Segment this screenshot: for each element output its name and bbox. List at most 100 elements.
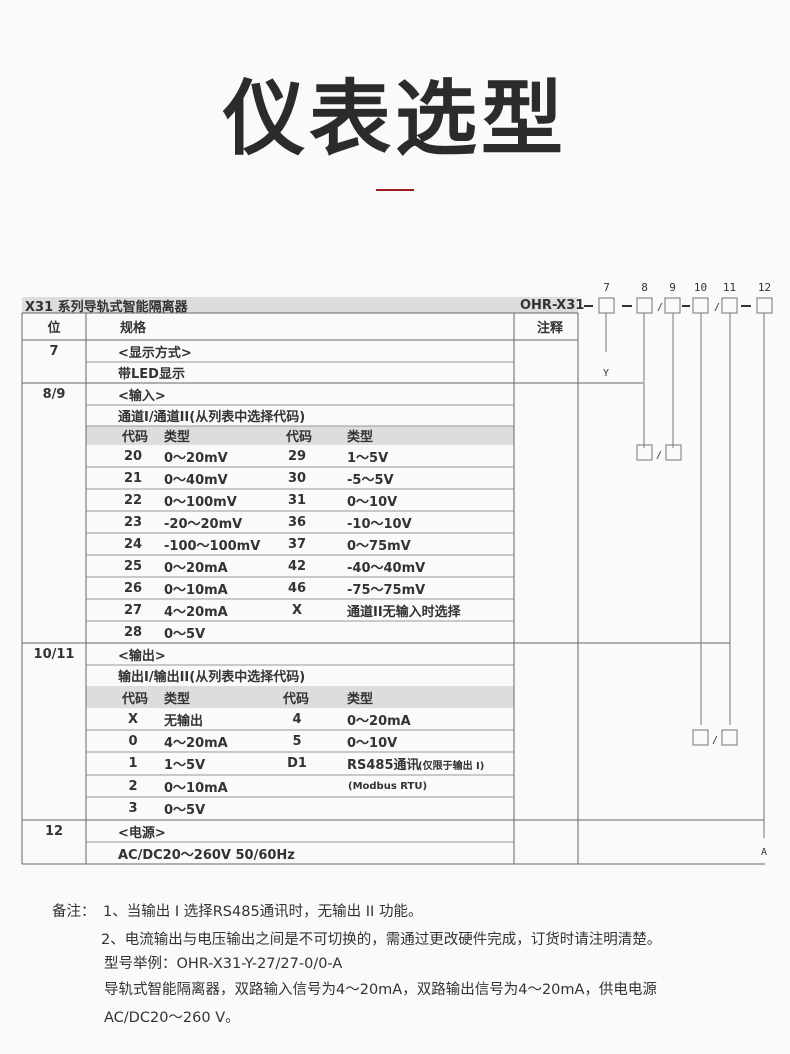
input-code: 20 (123, 448, 143, 464)
output-type: 0～20mA (347, 713, 411, 729)
input-type: -10～10V (347, 516, 412, 532)
input-code: 26 (123, 580, 143, 596)
input-col-header: 代码 (121, 430, 148, 445)
input-code: 24 (123, 536, 143, 552)
input-type: 0～5V (164, 626, 206, 642)
input-code: 25 (123, 558, 143, 574)
input-type: -5～5V (347, 472, 394, 488)
output-col-header: 代码 (122, 691, 149, 707)
input-code: 27 (123, 602, 143, 618)
display-option: 带LED显示 (118, 367, 185, 382)
pos-7: 7 (49, 343, 59, 359)
power-option: AC/DC20～260V 50/60Hz (118, 847, 295, 863)
output-code: 4 (292, 711, 302, 727)
output-col-header: 类型 (164, 691, 191, 707)
output-code: X (127, 711, 139, 727)
input-col-header: 类型 (347, 430, 374, 445)
code-box-7 (598, 297, 615, 314)
code-box-12 (756, 297, 773, 314)
output-description: 输出I/输出II(从列表中选择代码) (118, 670, 306, 685)
output-type: 0～10V (347, 735, 398, 751)
table-title-bar (22, 297, 578, 313)
d1-note: (仅限于输出 I) (418, 760, 485, 772)
input-code: 31 (287, 492, 307, 508)
input-type: -40～40mV (347, 560, 426, 576)
position-number: 7 (603, 281, 610, 294)
output-type: 1～5V (164, 758, 206, 774)
slash: / (714, 302, 720, 313)
example-description: 导轨式智能隔离器，双路输入信号为4～20mA，双路输出信号为4～20mA，供电电… (104, 982, 657, 998)
input-type: 0～20mA (164, 560, 228, 576)
output-code: 0 (128, 733, 138, 749)
output-col-header: 代码 (283, 691, 310, 707)
input-code-box-1 (636, 444, 653, 461)
pos-8-9: 8/9 (42, 386, 66, 402)
input-code: 28 (123, 624, 143, 640)
input-type: -100～100mV (164, 538, 261, 554)
output-code-box-1 (692, 729, 709, 746)
series-title: X31 系列导轨式智能隔离器 (25, 299, 188, 315)
input-type: 0～10V (347, 494, 398, 510)
slash: / (657, 302, 663, 313)
input-code: 21 (123, 470, 143, 486)
position-number: 9 (669, 281, 676, 294)
position-number: 8 (641, 281, 648, 294)
input-heading: <输入> (118, 388, 166, 404)
input-description: 通道I/通道II(从列表中选择代码) (118, 410, 306, 425)
input-header-band (86, 426, 514, 445)
code-box-8 (636, 297, 653, 314)
code-box-11 (721, 297, 738, 314)
output-type: 0～5V (164, 803, 206, 819)
display-heading: <显示方式> (118, 345, 192, 361)
col-spec-header: 规格 (120, 321, 147, 336)
input-code: 23 (123, 514, 143, 530)
input-code: 30 (287, 470, 307, 486)
output-heading: <输出> (118, 648, 166, 664)
input-type: 0～75mV (347, 538, 411, 554)
example-description-cont: AC/DC20～260 V。 (104, 1010, 240, 1026)
output-type: 4～20mA (164, 735, 228, 751)
page-title: 仪表选型 (222, 72, 567, 167)
code-box-9 (664, 297, 681, 314)
code-a: A (761, 847, 767, 858)
title-divider (376, 189, 414, 191)
notes-label: 备注： (52, 904, 96, 920)
model-prefix: OHR-X31 (520, 297, 585, 313)
slash: / (656, 450, 662, 461)
output-code: 1 (128, 756, 138, 772)
output-type: RS485通讯 (347, 758, 420, 774)
input-code: X (291, 602, 303, 618)
input-type: 1～5V (347, 450, 389, 466)
power-heading: <电源> (118, 825, 166, 841)
input-code: 36 (287, 514, 307, 530)
input-type: 0～40mV (164, 472, 228, 488)
code-box-10 (692, 297, 709, 314)
modbus-note: (Modbus RTU) (348, 780, 428, 792)
slash: / (712, 735, 718, 746)
input-code: 22 (123, 492, 143, 508)
output-type: 无输出 (164, 713, 204, 729)
input-type: 0～20mV (164, 450, 228, 466)
input-type: 0～100mV (164, 494, 237, 510)
input-col-header: 类型 (164, 430, 191, 445)
output-header-band (86, 686, 514, 708)
input-code: 46 (287, 580, 307, 596)
input-type: -75～75mV (347, 582, 426, 598)
output-col-header: 类型 (347, 691, 374, 707)
output-code: D1 (287, 756, 307, 772)
input-code: 29 (287, 448, 307, 464)
input-type: 通道II无输入时选择 (347, 604, 461, 620)
output-code: 2 (128, 778, 138, 794)
input-col-header: 代码 (285, 430, 312, 445)
output-code: 5 (292, 733, 302, 749)
output-type: 0～10mA (164, 780, 228, 796)
code-y: Y (603, 368, 609, 379)
input-type: -20～20mV (164, 516, 243, 532)
col-pos-header: 位 (47, 321, 61, 336)
output-code: 3 (128, 801, 138, 817)
input-type: 0～10mA (164, 582, 228, 598)
input-type: 4～20mA (164, 604, 228, 620)
input-code: 42 (287, 558, 307, 574)
pos-12: 12 (44, 823, 64, 839)
